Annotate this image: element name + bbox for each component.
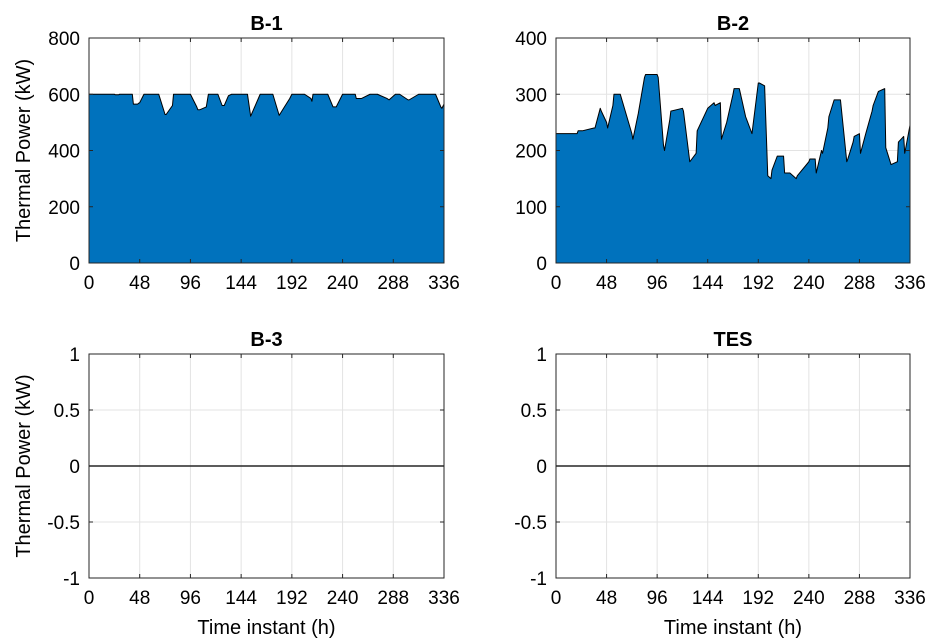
area-series (88, 93, 445, 264)
y-tick-label: 400 (515, 29, 547, 50)
y-tick-label: 400 (48, 142, 80, 163)
y-tick-label: 0.5 (521, 401, 547, 422)
x-tick-label: 96 (647, 588, 668, 609)
x-tick-label: 144 (692, 273, 724, 294)
x-tick-label: 48 (129, 273, 150, 294)
y-tick-label: 800 (48, 29, 80, 50)
panel-title: TES (714, 329, 753, 351)
y-tick-label: -0.5 (47, 513, 80, 534)
y-tick-label: 200 (515, 142, 547, 163)
x-tick-label: 48 (129, 588, 150, 609)
x-tick-label: 192 (742, 588, 774, 609)
x-tick-label: 240 (793, 273, 825, 294)
y-tick-label: -1 (530, 569, 547, 590)
y-axis-label: Thermal Power (kW) (13, 374, 35, 557)
y-tick-label: 0.5 (54, 401, 80, 422)
x-tick-label: 192 (276, 588, 308, 609)
x-tick-label: 0 (84, 588, 95, 609)
y-tick-label: 100 (515, 198, 547, 219)
y-tick-label: 600 (48, 85, 80, 106)
y-tick-label: -0.5 (514, 513, 547, 534)
y-tick-label: 1 (69, 345, 80, 366)
panel-title: B-1 (250, 13, 282, 35)
x-tick-label: 240 (793, 588, 825, 609)
y-tick-label: 1 (536, 345, 547, 366)
panel-title: B-3 (250, 329, 282, 351)
x-tick-label: 0 (84, 273, 95, 294)
area-series (555, 74, 911, 264)
x-axis-label: Time instant (h) (664, 617, 802, 639)
x-tick-label: 96 (180, 273, 201, 294)
x-tick-label: 0 (551, 588, 562, 609)
y-tick-label: -1 (63, 569, 80, 590)
panel-title: B-2 (717, 13, 749, 35)
x-tick-label: 192 (742, 273, 774, 294)
x-axis-label: Time instant (h) (197, 617, 335, 639)
x-tick-label: 192 (276, 273, 308, 294)
x-tick-label: 336 (428, 588, 460, 609)
x-tick-label: 48 (596, 588, 617, 609)
x-tick-label: 96 (647, 273, 668, 294)
y-axis-label: Thermal Power (kW) (13, 59, 35, 242)
panel-2: 0 48 96 144 192 240 288 336 -1 -0.5 0 0.5 1 B-3 Time i… (13, 329, 460, 639)
x-tick-label: 144 (692, 588, 724, 609)
x-tick-label: 48 (596, 273, 617, 294)
x-tick-label: 288 (377, 273, 409, 294)
x-tick-label: 288 (377, 588, 409, 609)
x-tick-label: 336 (894, 588, 926, 609)
x-tick-label: 96 (180, 588, 201, 609)
panel-0: 0 48 96 144 192 240 288 336 0 200 400 600 800 B-1 Ther… (13, 13, 460, 294)
x-tick-label: 144 (225, 588, 257, 609)
y-tick-label: 300 (515, 85, 547, 106)
y-tick-label: 0 (536, 457, 547, 478)
y-tick-label: 200 (48, 198, 80, 219)
y-tick-label: 0 (536, 254, 547, 275)
y-tick-label: 0 (69, 457, 80, 478)
x-tick-label: 144 (225, 273, 257, 294)
panel-3: 0 48 96 144 192 240 288 336 -1 -0.5 0 0.5 1 TES Time i… (514, 329, 926, 639)
x-tick-label: 288 (844, 273, 876, 294)
x-tick-label: 0 (551, 273, 562, 294)
x-tick-label: 336 (894, 273, 926, 294)
x-tick-label: 240 (327, 588, 359, 609)
x-tick-label: 240 (327, 273, 359, 294)
panel-1: 0 48 96 144 192 240 288 336 0 100 200 300 400 B-2 (515, 13, 926, 294)
x-tick-label: 288 (844, 588, 876, 609)
x-tick-label: 336 (428, 273, 460, 294)
y-tick-label: 0 (69, 254, 80, 275)
